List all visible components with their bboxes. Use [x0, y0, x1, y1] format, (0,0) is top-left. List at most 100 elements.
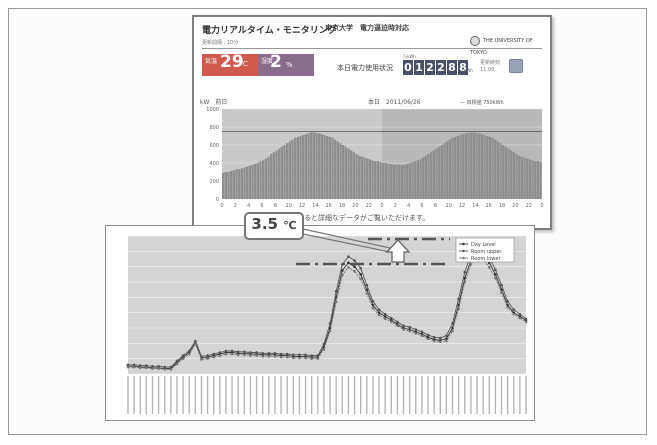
data-point — [298, 353, 301, 357]
x-tick-label: 6 — [420, 203, 423, 209]
usage-bar — [400, 164, 404, 199]
usage-bar — [486, 136, 489, 199]
humidity-value: 2 — [270, 52, 282, 72]
data-point — [285, 355, 289, 359]
usage-bar — [518, 155, 521, 199]
data-point — [506, 303, 509, 307]
data-point — [132, 363, 136, 367]
x-tick-label: 22 — [525, 203, 531, 209]
data-point — [157, 365, 160, 368]
data-point — [163, 368, 167, 371]
data-point — [445, 334, 448, 337]
usage-bar — [507, 148, 510, 199]
x-tick-label: 4 — [247, 203, 250, 209]
usage-bar — [491, 137, 494, 199]
counter-digit: 0 — [403, 60, 413, 75]
counter-digit: 2 — [425, 60, 435, 75]
data-point — [518, 312, 522, 316]
data-point — [396, 320, 399, 324]
data-point — [151, 365, 154, 368]
university-logo[interactable]: THE UNIVERSITY OF TOKYO — [470, 35, 550, 56]
humidity-unit: % — [286, 61, 293, 69]
usage-bar — [230, 171, 233, 199]
usage-bar — [419, 159, 422, 199]
usage-bar — [387, 163, 390, 199]
y-tick-label: 0 — [216, 197, 219, 203]
usage-bar — [243, 167, 246, 199]
data-point — [365, 288, 369, 291]
data-point — [218, 351, 222, 354]
counter-digit: 8 — [458, 60, 468, 75]
data-point — [371, 306, 375, 310]
usage-bar — [352, 152, 356, 199]
data-point — [249, 354, 252, 357]
usage-bar — [467, 132, 470, 199]
emblem-icon — [470, 35, 480, 46]
usage-bar — [222, 172, 225, 199]
data-point — [445, 339, 448, 343]
data-point — [500, 291, 503, 295]
usage-bar — [368, 159, 372, 199]
usage-bar — [235, 169, 238, 199]
x-tick-label: 4 — [407, 203, 410, 209]
usage-bar — [488, 136, 492, 199]
refresh-icon[interactable] — [509, 59, 523, 73]
usage-bar — [334, 139, 337, 199]
data-point — [292, 353, 295, 357]
data-point — [347, 266, 350, 269]
data-point — [138, 364, 142, 367]
usage-bar — [371, 160, 374, 199]
usage-bar — [310, 132, 313, 199]
usage-bar — [483, 135, 486, 199]
usage-bar — [331, 137, 334, 199]
data-point — [279, 355, 283, 359]
temperature-unit: ℃ — [240, 60, 248, 68]
temperature-line-chart-panel: Day Level Room upper Room lower — [105, 225, 535, 421]
data-point — [334, 300, 338, 304]
plot-header-right: ― 目標値 750kWh — [460, 99, 504, 106]
data-point — [377, 308, 381, 311]
usage-bar — [464, 133, 468, 199]
usage-bar — [280, 146, 284, 199]
callout-value: 3.5 — [251, 215, 278, 233]
usage-bar — [475, 132, 478, 199]
data-point — [212, 355, 216, 359]
data-point — [261, 355, 265, 358]
data-point — [463, 276, 467, 280]
data-point — [347, 255, 350, 258]
data-point — [524, 317, 528, 321]
x-tick-label: 6 — [260, 203, 263, 209]
data-point — [377, 311, 381, 314]
humidity-panel: 湿度 2 % — [258, 52, 314, 76]
x-tick-label: 0 — [380, 203, 383, 209]
legend-marker — [462, 256, 465, 260]
counter-digit: 1 — [414, 60, 424, 75]
data-point — [389, 316, 393, 320]
x-tick-label: 10 — [445, 203, 451, 209]
update-time: 更新時刻 11:00 — [480, 60, 500, 74]
usage-bar — [320, 134, 324, 199]
data-point — [181, 354, 185, 357]
usage-bar — [291, 139, 294, 199]
data-point — [353, 269, 356, 273]
data-point — [224, 352, 228, 356]
data-point — [512, 308, 516, 311]
legend-label: Day Level — [471, 242, 496, 248]
usage-bar — [414, 161, 417, 199]
usage-bar — [531, 160, 534, 199]
usage-bar — [454, 136, 457, 199]
usage-bar — [512, 152, 516, 199]
usage-bar — [390, 163, 393, 199]
y-tick-label: 600 — [209, 143, 219, 149]
data-point — [316, 357, 320, 360]
data-point — [438, 340, 442, 344]
plot-header-left: kW 前日 — [200, 98, 227, 106]
usage-bar — [411, 162, 414, 199]
power-usage-chart[interactable]: kW 前日 本日 2011/06/26 ― 目標値 750kWh1000800600… — [198, 95, 548, 212]
monitor-subtitle: 更新間隔 : 10分 — [202, 40, 239, 46]
temperature-panel: 気温 29 ℃ — [202, 52, 258, 76]
usage-bar — [360, 156, 364, 199]
usage-bar — [363, 157, 366, 199]
x-tick-label: 18 — [339, 203, 345, 209]
